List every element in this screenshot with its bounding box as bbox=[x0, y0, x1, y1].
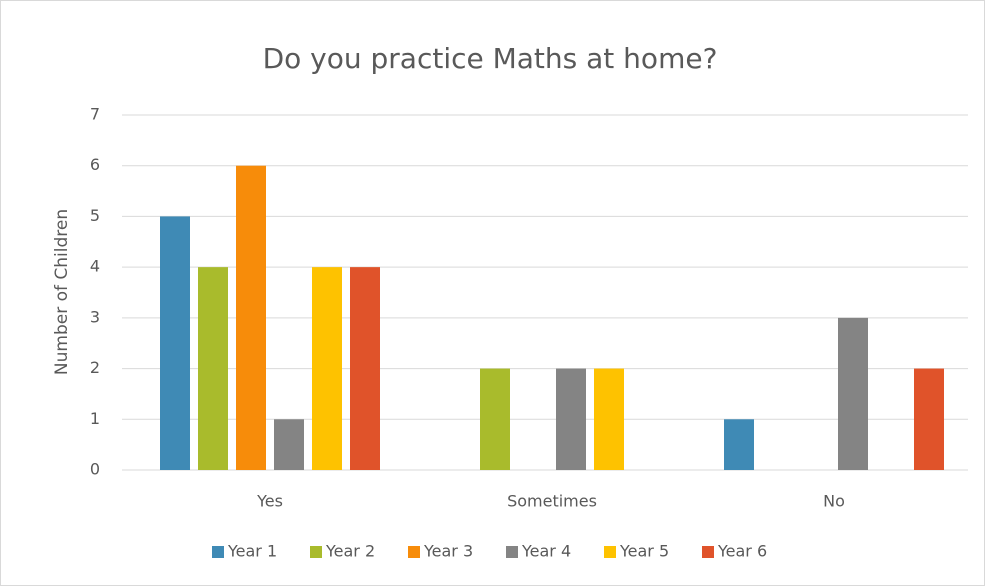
y-tick-label: 1 bbox=[90, 409, 100, 428]
x-tick-label: No bbox=[823, 492, 845, 511]
bar bbox=[274, 419, 304, 470]
bar bbox=[914, 368, 944, 470]
bar bbox=[350, 267, 380, 470]
bar bbox=[594, 368, 624, 470]
legend-swatch bbox=[604, 546, 616, 558]
bar bbox=[724, 419, 754, 470]
bar bbox=[556, 368, 586, 470]
legend-swatch bbox=[310, 546, 322, 558]
x-tick-label: Sometimes bbox=[507, 492, 597, 511]
y-tick-label: 7 bbox=[90, 105, 100, 124]
legend-label: Year 2 bbox=[325, 542, 375, 561]
y-tick-label: 6 bbox=[90, 155, 100, 174]
legend-swatch bbox=[408, 546, 420, 558]
y-tick-label: 0 bbox=[90, 460, 100, 479]
y-tick-label: 4 bbox=[90, 257, 100, 276]
bar bbox=[236, 165, 266, 470]
y-tick-label: 5 bbox=[90, 206, 100, 225]
chart-title: Do you practice Maths at home? bbox=[263, 42, 718, 75]
bar bbox=[198, 267, 228, 470]
y-tick-label: 3 bbox=[90, 307, 100, 326]
legend-label: Year 3 bbox=[423, 542, 473, 561]
legend-swatch bbox=[212, 546, 224, 558]
legend-label: Year 5 bbox=[619, 542, 669, 561]
bar bbox=[312, 267, 342, 470]
legend-swatch bbox=[506, 546, 518, 558]
legend-swatch bbox=[702, 546, 714, 558]
legend-label: Year 1 bbox=[227, 542, 277, 561]
bar bbox=[480, 368, 510, 470]
y-tick-label: 2 bbox=[90, 358, 100, 377]
bar bbox=[838, 317, 868, 470]
legend-label: Year 4 bbox=[521, 542, 571, 561]
y-axis-label: Number of Children bbox=[52, 209, 72, 375]
legend-label: Year 6 bbox=[717, 542, 767, 561]
x-tick-label: Yes bbox=[256, 492, 283, 511]
bar bbox=[160, 216, 190, 470]
